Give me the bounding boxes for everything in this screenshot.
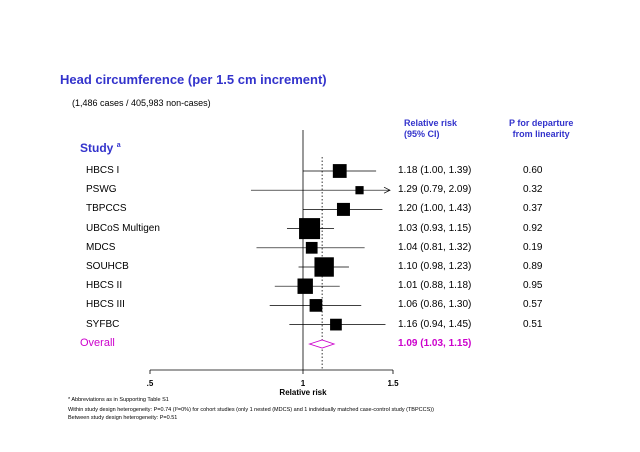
point-estimate-tbpccs — [336, 202, 350, 216]
study-p-hbcs-iii: 0.57 — [523, 299, 543, 311]
point-estimate-mdcs — [305, 241, 318, 254]
study-rr-souhcb: 1.10 (0.98, 1.23) — [398, 261, 472, 272]
study-header-superscript: a — [116, 142, 121, 149]
ci-arrow-pswg — [383, 186, 391, 194]
study-p-souhcb: 0.89 — [523, 261, 543, 272]
study-rr-tbpccs: 1.20 (1.00, 1.43) — [398, 203, 472, 215]
footnote-between-heterogeneity: Between study design heterogeneity: P=0.… — [68, 415, 178, 421]
overall-label: Overall — [80, 337, 115, 349]
study-p-syfbc: 0.51 — [523, 318, 543, 330]
p-header-line1: P for departure — [509, 118, 574, 128]
study-column-header: Study a — [80, 141, 121, 155]
study-label-pswg: PSWG — [86, 184, 117, 196]
study-label-souhcb: SOUHCB — [86, 261, 129, 272]
p-header-line2: from linearity — [512, 129, 570, 139]
point-estimate-hbcs-iii — [309, 299, 323, 312]
study-p-ubcos-multigen: 0.92 — [523, 222, 543, 234]
x-axis-label: Relative risk — [279, 388, 327, 397]
study-header-label: Study — [80, 141, 114, 155]
study-rr-pswg: 1.29 (0.79, 2.09) — [398, 184, 472, 196]
study-p-hbcs-i: 0.60 — [523, 165, 543, 176]
x-tick-label-1: 1 — [301, 379, 306, 388]
study-p-pswg: 0.32 — [523, 184, 543, 196]
point-estimate-ubcos-multigen — [299, 218, 321, 240]
rr-column-header: Relative risk (95% CI) — [404, 118, 457, 140]
study-p-hbcs-ii: 0.95 — [523, 280, 543, 292]
x-tick-label-2: 1.5 — [387, 379, 399, 388]
x-tick-label-0: .5 — [147, 379, 154, 388]
study-rr-ubcos-multigen: 1.03 (0.93, 1.15) — [398, 222, 472, 234]
study-p-tbpccs: 0.37 — [523, 203, 543, 215]
study-p-mdcs: 0.19 — [523, 241, 543, 253]
rr-header-line1: Relative risk — [404, 118, 458, 128]
point-estimate-hbcs-i — [332, 164, 347, 178]
study-rr-hbcs-ii: 1.01 (0.88, 1.18) — [398, 280, 472, 292]
study-label-syfbc: SYFBC — [86, 318, 120, 330]
study-label-hbcs-ii: HBCS II — [86, 280, 123, 292]
overall-rr: 1.09 (1.03, 1.15) — [398, 338, 472, 349]
rr-header-line2: (95% CI) — [404, 129, 440, 139]
overall-diamond — [308, 339, 336, 349]
study-label-ubcos-multigen: UBCoS Multigen — [86, 222, 160, 234]
point-estimate-hbcs-ii — [297, 278, 313, 294]
study-rr-syfbc: 1.16 (0.94, 1.45) — [398, 318, 472, 330]
study-rr-hbcs-iii: 1.06 (0.86, 1.30) — [398, 299, 472, 311]
study-label-tbpccs: TBPCCS — [86, 203, 127, 215]
chart-title: Head circumference (per 1.5 cm increment… — [60, 72, 327, 87]
p-column-header: P for departure from linearity — [509, 118, 573, 140]
point-estimate-souhcb — [314, 257, 334, 277]
point-estimate-syfbc — [330, 318, 342, 331]
study-rr-hbcs-i: 1.18 (1.00, 1.39) — [398, 165, 472, 176]
study-rr-mdcs: 1.04 (0.81, 1.32) — [398, 241, 472, 253]
cases-count: (1,486 cases / 405,983 non-cases) — [72, 98, 211, 108]
point-estimate-pswg — [355, 186, 364, 195]
study-label-mdcs: MDCS — [86, 241, 116, 253]
footnote-abbreviations: * Abbreviations as in Supporting Table S… — [68, 397, 169, 403]
study-label-hbcs-iii: HBCS III — [86, 299, 125, 311]
study-label-hbcs-i: HBCS I — [86, 165, 120, 176]
footnote-within-heterogeneity: Within study design heterogeneity: P=0.7… — [68, 407, 434, 413]
